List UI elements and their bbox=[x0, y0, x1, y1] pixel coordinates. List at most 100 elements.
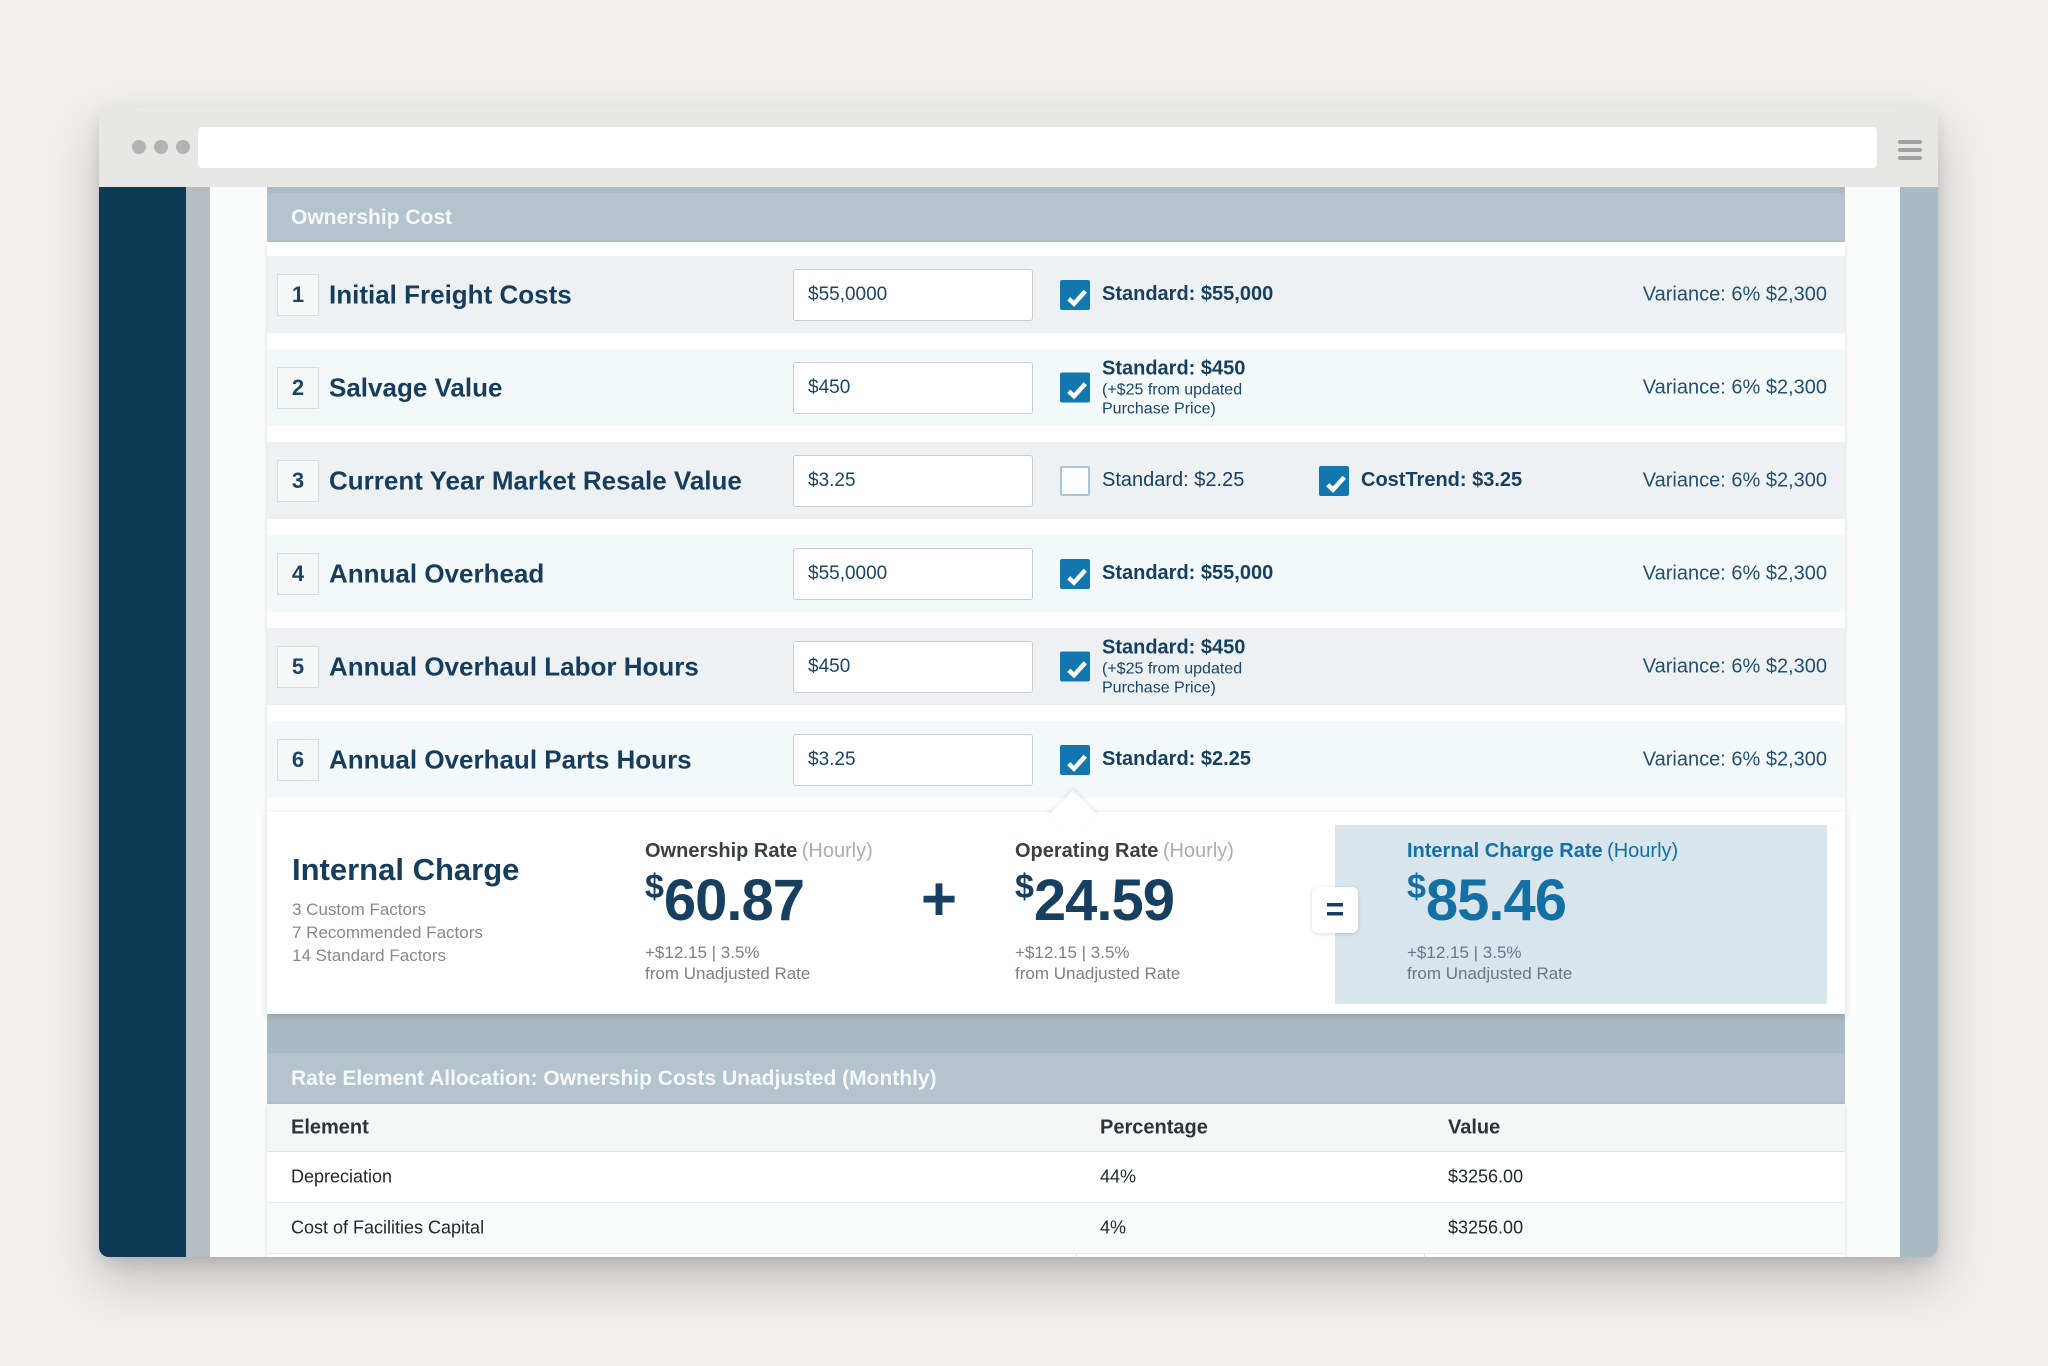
operating-rate-label: Operating Rate bbox=[1015, 840, 1159, 862]
standard-check-group: Standard: $2.25 bbox=[1060, 465, 1245, 496]
row-number: 5 bbox=[277, 645, 319, 688]
internal-charge-rate-delta: +$12.15 | 3.5% bbox=[1407, 943, 1522, 962]
internal-charge-panel: Internal Charge 3 Custom Factors 7 Recom… bbox=[267, 790, 1845, 1014]
cell-element: Depreciation bbox=[291, 1166, 393, 1187]
variance-label: Variance: 6% $2,300 bbox=[1642, 469, 1827, 491]
check-icon bbox=[1067, 661, 1087, 679]
factor-row-annual-overhaul-labor-hours: 5 Annual Overhaul Labor Hours Standard: … bbox=[267, 628, 1845, 705]
right-scroll-gutter bbox=[1845, 187, 1900, 1257]
standard-check-group: Standard: $2.25 bbox=[1060, 744, 1251, 775]
variance-label: Variance: 6% $2,300 bbox=[1642, 376, 1827, 398]
currency-symbol: $ bbox=[645, 868, 664, 906]
factor-name: Annual Overhaul Parts Hours bbox=[329, 744, 692, 774]
internal-charge-title: Internal Charge bbox=[292, 852, 520, 887]
standard-check-label: Standard: $55,000 bbox=[1102, 283, 1274, 305]
factor-value-input[interactable] bbox=[793, 454, 1033, 507]
plus-operator: + bbox=[920, 865, 958, 934]
operating-rate-block: Operating Rate (Hourly) $24.59 +$12.15 |… bbox=[1015, 840, 1234, 984]
ownership-rate-value: 60.87 bbox=[663, 868, 805, 933]
factor-value-input[interactable] bbox=[793, 547, 1033, 600]
browser-chrome bbox=[99, 107, 1938, 187]
costtrend-checkbox[interactable] bbox=[1319, 465, 1349, 496]
row-number: 3 bbox=[277, 459, 319, 502]
standard-checkbox[interactable] bbox=[1060, 744, 1090, 775]
check-icon bbox=[1067, 568, 1087, 586]
factor-row-current-year-market-resale-value: 3 Current Year Market Resale Value Stand… bbox=[267, 442, 1845, 519]
ownership-rate-block: Ownership Rate (Hourly) $60.87 +$12.15 |… bbox=[645, 840, 873, 984]
internal-charge-rate-value: 85.46 bbox=[1425, 868, 1567, 933]
header-percentage: Percentage bbox=[1100, 1116, 1208, 1138]
standard-check-group: Standard: $55,000 bbox=[1060, 279, 1274, 310]
row-number: 2 bbox=[277, 366, 319, 409]
standard-check-note: (+$25 from updated Purchase Price) bbox=[1102, 381, 1243, 417]
factor-value-input[interactable] bbox=[793, 733, 1033, 786]
standard-check-group: Standard: $450 (+$25 from updated Purcha… bbox=[1060, 357, 1307, 418]
custom-factors-count: 3 Custom Factors bbox=[292, 900, 427, 919]
window-control-dot[interactable] bbox=[176, 140, 190, 154]
factor-value-input[interactable] bbox=[793, 361, 1033, 414]
row-number: 4 bbox=[277, 552, 319, 595]
operating-rate-delta: +$12.15 | 3.5% bbox=[1015, 943, 1130, 962]
standard-check-group: Standard: $55,000 bbox=[1060, 558, 1274, 589]
factor-name: Annual Overhaul Labor Hours bbox=[329, 651, 699, 681]
table-row-depreciation: Depreciation 44% $3256.00 bbox=[267, 1152, 1845, 1203]
window-controls bbox=[132, 140, 190, 154]
section-header-rate-element-allocation: Rate Element Allocation: Ownership Costs… bbox=[267, 1053, 1845, 1104]
address-bar[interactable] bbox=[198, 127, 1877, 168]
variance-label: Variance: 6% $2,300 bbox=[1642, 562, 1827, 584]
header-value: Value bbox=[1448, 1116, 1501, 1138]
cell-value: $3256.00 bbox=[1448, 1166, 1524, 1187]
standard-check-label: Standard: $450 bbox=[1102, 357, 1246, 379]
ownership-rate-unit: (Hourly) bbox=[801, 840, 873, 862]
ownership-rate-label: Ownership Rate bbox=[645, 840, 798, 862]
ownership-factors-card: 1 Initial Freight Costs Standard: $55,00… bbox=[267, 242, 1845, 812]
factor-value-input[interactable] bbox=[793, 268, 1033, 321]
menu-icon[interactable] bbox=[1898, 140, 1922, 160]
left-nav-rail bbox=[99, 187, 186, 1257]
equals-operator: = bbox=[1312, 887, 1358, 933]
standard-checkbox[interactable] bbox=[1060, 651, 1090, 682]
variance-label: Variance: 6% $2,300 bbox=[1642, 283, 1827, 305]
cell-percentage: 44% bbox=[1100, 1166, 1137, 1187]
costtrend-check-label: CostTrend: $3.25 bbox=[1361, 469, 1523, 491]
check-icon bbox=[1067, 382, 1087, 400]
standard-check-label: Standard: $2.25 bbox=[1102, 469, 1245, 491]
internal-charge-rate-label: Internal Charge Rate bbox=[1407, 840, 1603, 862]
window-control-dot[interactable] bbox=[132, 140, 146, 154]
standard-checkbox[interactable] bbox=[1060, 279, 1090, 310]
header-element: Element bbox=[291, 1116, 369, 1138]
factor-name: Annual Overhead bbox=[329, 558, 545, 588]
recommended-factors-count: 7 Recommended Factors bbox=[292, 923, 483, 942]
allocation-table: Element Percentage Value Depreciation 44… bbox=[267, 1104, 1845, 1257]
standard-checkbox[interactable] bbox=[1060, 558, 1090, 589]
factor-value-input[interactable] bbox=[793, 640, 1033, 693]
factor-name: Salvage Value bbox=[329, 372, 503, 402]
cell-element: Cost of Facilities Capital bbox=[291, 1217, 485, 1238]
left-gutter bbox=[186, 187, 210, 1257]
standard-check-label: Standard: $450 bbox=[1102, 636, 1246, 658]
operating-rate-unit: (Hourly) bbox=[1162, 840, 1234, 862]
ownership-rate-delta: +$12.15 | 3.5% bbox=[645, 943, 760, 962]
cell-value: $3256.00 bbox=[1448, 1217, 1524, 1238]
standard-checkbox[interactable] bbox=[1060, 372, 1090, 403]
row-number: 1 bbox=[277, 273, 319, 316]
operating-rate-value: 24.59 bbox=[1033, 868, 1175, 933]
standard-check-label: Standard: $2.25 bbox=[1102, 748, 1251, 770]
internal-charge-rate-box: Internal Charge Rate (Hourly) $85.46 +$1… bbox=[1335, 825, 1827, 1004]
factor-name: Current Year Market Resale Value bbox=[329, 465, 742, 495]
ownership-rate-delta-note: from Unadjusted Rate bbox=[645, 964, 811, 983]
factor-row-salvage-value: 2 Salvage Value Standard: $450 (+$25 fro… bbox=[267, 349, 1845, 426]
standard-check-label: Standard: $55,000 bbox=[1102, 562, 1274, 584]
internal-charge-rate-unit: (Hourly) bbox=[1607, 840, 1679, 862]
browser-window: Ownership Cost 1 Initial Freight Costs S… bbox=[99, 107, 1938, 1257]
standard-factors-count: 14 Standard Factors bbox=[292, 946, 447, 965]
currency-symbol: $ bbox=[1407, 868, 1426, 906]
check-icon bbox=[1326, 475, 1346, 493]
left-scroll-gutter bbox=[210, 187, 267, 1257]
variance-label: Variance: 6% $2,300 bbox=[1642, 655, 1827, 677]
factor-name: Initial Freight Costs bbox=[329, 279, 572, 309]
standard-check-note: (+$25 from updated Purchase Price) bbox=[1102, 660, 1243, 696]
standard-checkbox[interactable] bbox=[1060, 465, 1090, 496]
window-control-dot[interactable] bbox=[154, 140, 168, 154]
check-icon bbox=[1067, 754, 1087, 772]
